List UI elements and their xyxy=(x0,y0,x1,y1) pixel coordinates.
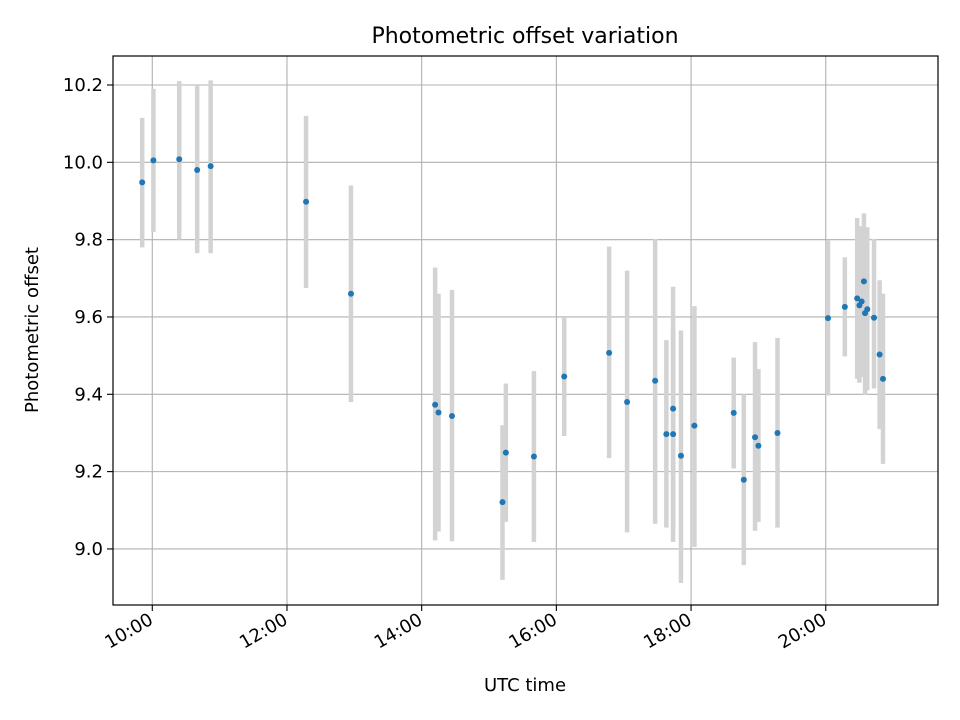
data-point xyxy=(652,377,659,384)
y-tick-label: 10.2 xyxy=(63,75,103,96)
data-point xyxy=(876,351,883,358)
x-axis-label: UTC time xyxy=(484,675,566,696)
plot-frame xyxy=(112,55,939,606)
grid xyxy=(113,56,938,605)
data-point xyxy=(502,449,509,456)
data-point xyxy=(194,167,201,174)
data-point xyxy=(176,156,183,163)
data-point xyxy=(530,453,537,460)
y-tick-label: 9.0 xyxy=(74,539,103,560)
data-point xyxy=(347,290,354,297)
data-point xyxy=(740,476,747,483)
data-point xyxy=(448,412,455,419)
data-point xyxy=(854,295,861,302)
data-point xyxy=(858,298,865,305)
data-point xyxy=(606,349,613,356)
data-point xyxy=(561,373,568,380)
data-point xyxy=(860,278,867,285)
data-points xyxy=(139,156,886,506)
data-point xyxy=(207,163,214,170)
y-axis-ticks: 9.0 9.2 9.4 9.6 9.8 10.0 10.2 xyxy=(63,75,113,560)
data-point xyxy=(864,306,871,313)
chart-title: Photometric offset variation xyxy=(371,24,678,49)
data-point xyxy=(663,431,670,438)
y-tick-label: 9.2 xyxy=(74,462,103,483)
data-point xyxy=(303,198,310,205)
data-point xyxy=(755,442,762,449)
data-point xyxy=(774,429,781,436)
data-point xyxy=(139,179,146,186)
data-point xyxy=(624,399,631,406)
data-point xyxy=(499,499,506,506)
y-tick-label: 9.8 xyxy=(74,230,103,251)
data-point xyxy=(432,401,439,408)
data-point xyxy=(691,422,698,429)
data-point xyxy=(677,452,684,459)
data-point xyxy=(670,431,677,438)
y-tick-label: 9.6 xyxy=(74,307,103,328)
data-point xyxy=(730,409,737,416)
data-point xyxy=(825,315,831,322)
y-axis-label: Photometric offset xyxy=(22,247,43,413)
data-point xyxy=(150,157,157,164)
data-point xyxy=(841,303,848,310)
data-point xyxy=(435,409,442,416)
y-tick-label: 10.0 xyxy=(63,152,103,173)
data-point xyxy=(880,375,886,382)
data-point xyxy=(871,314,878,321)
data-point xyxy=(670,405,677,412)
y-tick-label: 9.4 xyxy=(74,384,103,405)
data-point xyxy=(752,434,759,441)
